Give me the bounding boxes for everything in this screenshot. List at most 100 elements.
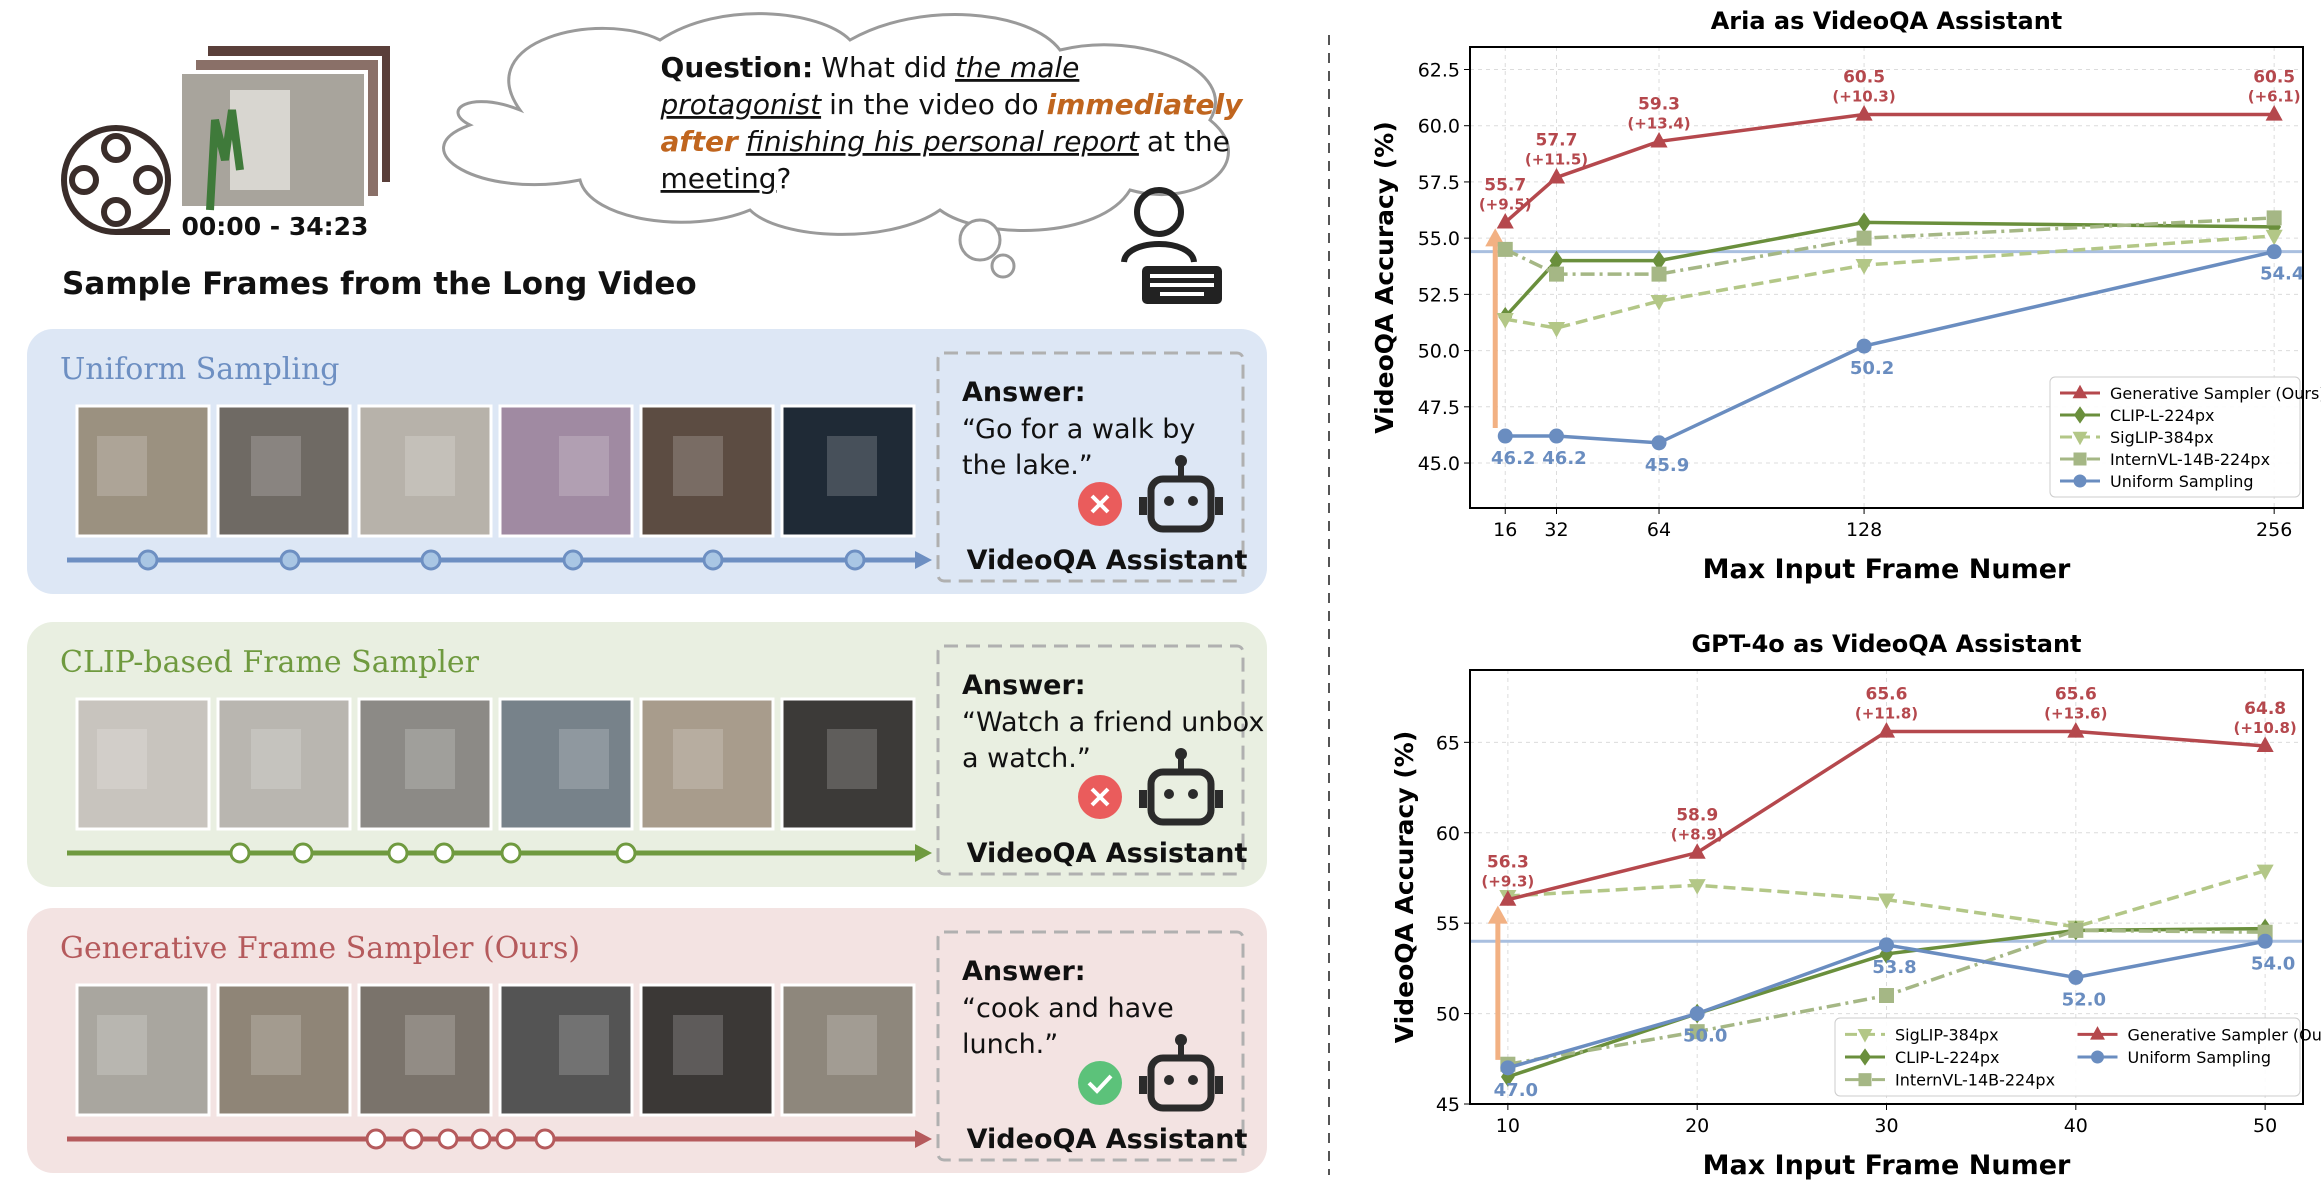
y-tick-label: 55.0 <box>1418 228 1460 250</box>
marker <box>1688 843 1706 859</box>
x-axis-label: Max Input Frame Numer <box>1703 1150 2071 1181</box>
x-tick-label: 10 <box>1496 1115 1520 1137</box>
sampled-frame-dot <box>495 1128 517 1150</box>
question-line: protagonist in the video do immediately <box>616 88 1269 121</box>
value-label: 46.2 <box>1491 448 1535 469</box>
sampled-frame-dot <box>433 842 455 864</box>
marker <box>1499 890 1517 906</box>
chart: Aria as VideoQA Assistant Max Input Frame… <box>1370 7 2321 585</box>
correct-icon <box>1078 1061 1122 1105</box>
marker <box>2090 1026 2105 1040</box>
icon-mark <box>1090 787 1110 807</box>
robot-ear <box>1139 790 1147 808</box>
gain-label: (+11.5) <box>1525 150 1588 168</box>
legend-label: CLIP-L-224px <box>1895 1048 1999 1067</box>
x-tick-label: 32 <box>1544 519 1568 541</box>
y-tick-label: 60.0 <box>1418 116 1460 138</box>
frame-thumbnail <box>216 983 352 1117</box>
robot-eye <box>1188 789 1198 799</box>
marker <box>1500 1060 1516 1076</box>
question-text: finishing his personal report <box>746 125 1140 158</box>
marker <box>2266 244 2282 260</box>
legend-label: SigLIP-384px <box>2110 428 2214 447</box>
frame-thumbnail <box>639 404 775 538</box>
legend-label: Uniform Sampling <box>2110 472 2254 491</box>
frame-detail <box>251 436 301 496</box>
gain-label: (+8.9) <box>1671 826 1724 844</box>
frame-detail <box>673 729 723 789</box>
timeline-arrow <box>915 551 932 569</box>
marker <box>1877 893 1896 910</box>
frame-thumbnail <box>639 983 775 1117</box>
marker <box>2091 1050 2104 1064</box>
robot-antenna-top <box>1175 1034 1187 1046</box>
marker <box>2073 452 2087 466</box>
y-tick-label: 55 <box>1436 913 1460 935</box>
sampled-frame-dot <box>562 549 584 571</box>
robot-eye <box>1188 1075 1198 1085</box>
gain-label: (+13.6) <box>2044 704 2107 722</box>
marker <box>2265 105 2283 121</box>
robot-eye <box>1164 1075 1174 1085</box>
value-label: 46.2 <box>1542 448 1586 469</box>
marker <box>1549 266 1565 282</box>
timeline-arrow <box>915 844 932 862</box>
sampled-frame-dot <box>387 842 409 864</box>
sampled-frame-dot <box>292 842 314 864</box>
icon-mark <box>1087 1074 1113 1094</box>
marker <box>1856 230 1872 246</box>
frame-thumbnail <box>216 404 352 538</box>
value-label: 59.3 <box>1638 94 1680 114</box>
marker <box>1689 1006 1705 1022</box>
marker <box>1497 428 1513 444</box>
y-tick-label: 47.5 <box>1418 397 1460 419</box>
gain-label: (+9.5) <box>1479 195 1532 213</box>
marker <box>2266 210 2282 226</box>
marker <box>1856 338 1872 354</box>
marker <box>1651 266 1667 282</box>
sampled-frame-dot <box>279 549 301 571</box>
answer-label: Answer: <box>962 670 1086 701</box>
x-tick-label: 40 <box>2064 1115 2088 1137</box>
marker <box>1879 988 1894 1003</box>
icon-mark <box>1090 494 1110 514</box>
question-text: meeting <box>661 162 777 195</box>
chart-title: Aria as VideoQA Assistant <box>1711 7 2063 35</box>
legend-label: Uniform Sampling <box>2128 1048 2272 1067</box>
marker <box>1689 1024 1705 1040</box>
gain-label: (+9.3) <box>1481 873 1534 891</box>
frame-thumbnail <box>357 697 493 831</box>
frame-thumbnail <box>639 697 775 831</box>
marker <box>1855 105 1873 121</box>
film-reel-icon <box>61 125 171 235</box>
sampled-frame-dot <box>420 549 442 571</box>
value-label: 55.7 <box>1484 175 1526 195</box>
frame-detail <box>97 729 147 789</box>
sampled-frame-dot <box>534 1128 556 1150</box>
frame-thumbnail <box>780 697 916 831</box>
answer-box <box>936 644 1245 876</box>
y-tick-label: 62.5 <box>1418 59 1460 81</box>
sampled-frame-dot <box>365 1128 387 1150</box>
frame-detail <box>405 729 455 789</box>
user-icon <box>1121 187 1197 263</box>
robot-ear <box>1215 497 1223 515</box>
sampled-frame-dot <box>229 842 251 864</box>
value-label: 50.2 <box>1850 358 1894 379</box>
legend-box <box>1834 1017 2301 1097</box>
answer-text: the lake.” <box>962 450 1093 481</box>
marker <box>2073 406 2087 424</box>
gain-label: (+6.1) <box>2248 87 2301 105</box>
frame-detail <box>405 436 455 496</box>
marker <box>2256 864 2274 881</box>
question-text: protagonist <box>660 88 823 121</box>
chart-title: GPT-4o as VideoQA Assistant <box>1691 630 2081 658</box>
panel-title: CLIP-based Frame Sampler <box>60 645 480 680</box>
gain-label: (+13.4) <box>1627 114 1690 132</box>
x-tick-label: 20 <box>1685 1115 1709 1137</box>
value-label: 54.4 <box>2260 264 2304 285</box>
answer-text: “Go for a walk by <box>962 414 1195 445</box>
marker <box>2072 431 2088 446</box>
legend-box <box>2049 376 2301 498</box>
